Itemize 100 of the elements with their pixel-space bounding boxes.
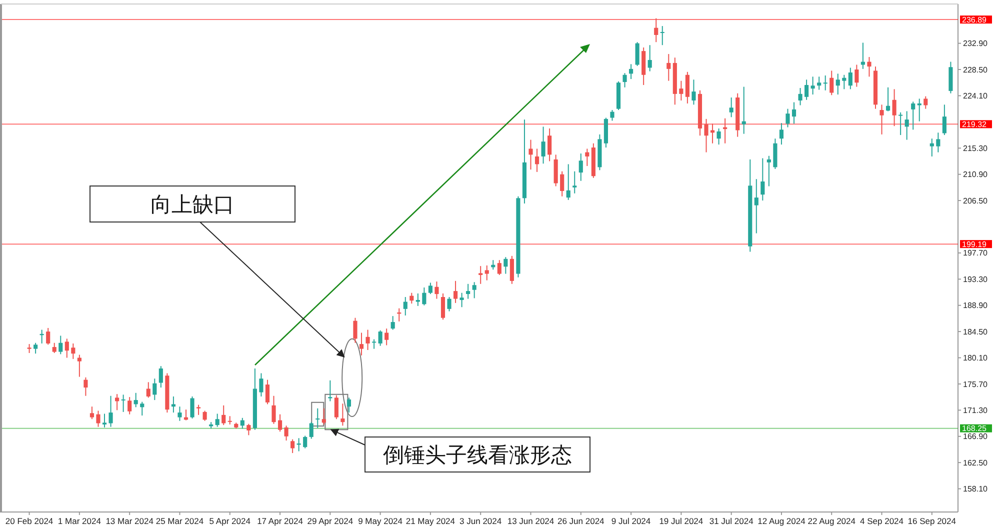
candlestick [836,73,840,96]
candlestick [108,395,113,428]
candlestick [572,170,577,194]
y-tick-label: 171.30 [963,406,988,415]
candlestick [290,438,295,454]
ref-line-label: 236.89 [962,15,988,24]
y-tick-label: 197.70 [963,248,988,258]
candlestick [692,79,696,106]
candlestick [854,64,859,88]
candlestick [272,395,276,424]
candlestick [478,266,483,284]
candlestick [566,164,570,200]
x-tick-label: 31 Jul 2024 [709,516,754,526]
x-tick-label: 12 Aug 2024 [758,516,806,526]
ref-line-label: 219.32 [962,120,988,129]
candlestick [792,102,796,124]
candlestick [779,122,784,146]
candlestick [654,18,658,43]
candlestick [378,330,382,346]
candlestick [541,126,546,164]
x-tick-label: 5 Apr 2024 [209,516,251,526]
x-tick-label: 26 Jun 2024 [557,516,605,526]
y-tick-label: 215.30 [963,144,988,153]
candlestick [817,76,822,90]
candlestick [190,396,194,419]
y-tick-label: 210.90 [963,170,988,180]
annotation: 倒锤头子线看涨形态 [383,443,572,468]
candlestick [648,44,652,72]
candlestick [685,71,690,104]
y-tick-label: 175.70 [963,380,988,389]
y-tick-label: 180.10 [963,354,988,363]
candlestick [911,101,916,130]
candlestick [635,42,640,66]
candlestick [246,423,251,436]
candlestick [440,292,446,320]
candlestick [660,26,664,46]
candlestick [384,328,389,346]
candlestick [278,414,282,432]
x-tick-label: 13 Jun 2024 [507,516,554,526]
candlestick [64,338,69,358]
y-tick-label: 206.50 [963,196,988,206]
candlestick [346,397,352,414]
candlestick [666,54,671,82]
candlestick [466,283,470,300]
candlestick [924,96,928,110]
candlestick [202,410,207,422]
candlestick [622,72,627,88]
candlestick [786,108,790,128]
candlestick [773,138,778,170]
candlestick [259,372,264,397]
candlestick [265,379,270,405]
candlestick [84,376,88,396]
candlestick [548,128,552,162]
candlestick [585,148,590,166]
candlestick [46,327,50,346]
candlestick [504,256,508,274]
candlestick [428,282,432,295]
candlestick [390,316,395,330]
candlestick [880,104,884,135]
candlestick [303,435,308,449]
candlestick [534,148,540,172]
x-tick-label: 25 Mar 2024 [156,516,204,526]
candlestick [403,296,408,316]
candlestick [766,155,771,187]
candlestick [334,394,338,420]
x-tick-label: 20 Feb 2024 [5,516,54,526]
candlestick [948,61,953,94]
candlestick [729,97,734,118]
candlestick [222,404,226,426]
candlestick [484,264,489,281]
x-tick-label: 4 Sep 2024 [860,516,904,526]
candlestick [422,286,426,306]
y-tick-label: 232.90 [963,39,988,48]
candlestick [96,410,100,428]
candlestick [628,64,634,80]
candlestick [128,396,132,415]
candlestick [942,104,946,136]
candlestick [102,413,107,428]
candlestick [716,128,721,146]
y-tick-label: 184.50 [963,327,988,336]
candlestick [497,260,502,276]
candlestick [930,138,934,157]
candlestick [146,382,150,398]
candlestick [34,342,38,354]
candlestick [121,394,126,412]
candlestick [886,86,890,112]
candlestick [316,408,320,429]
candlestick [196,404,201,416]
candlestick [359,332,364,356]
candlestick [171,396,176,414]
candlestick [810,76,815,96]
candlestick [140,401,144,416]
candlestick [353,317,358,344]
candlestick [453,280,458,304]
candlestick [460,292,464,308]
candlestick [830,70,834,96]
candlestick [798,87,802,106]
y-tick-label: 228.50 [963,65,988,74]
x-tick-label: 9 May 2024 [358,516,403,526]
candlestick [560,170,564,197]
